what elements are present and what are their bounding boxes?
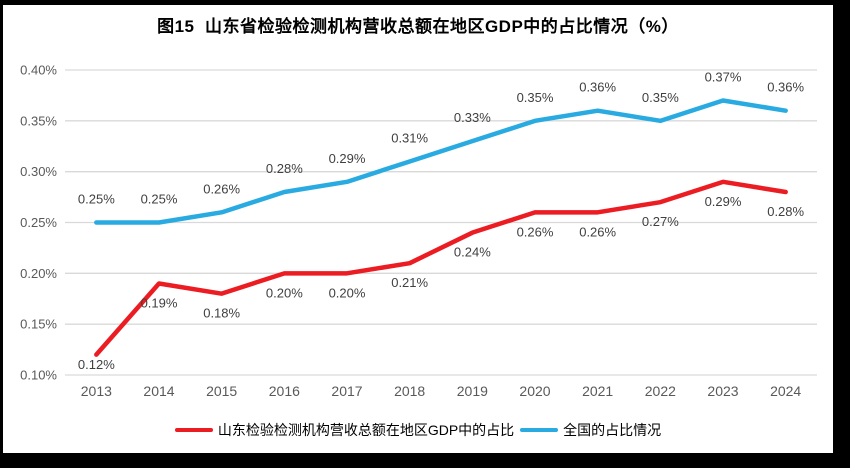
x-tick-label: 2022 — [645, 383, 676, 399]
legend-item-shandong: 山东检验检测机构营收总额在地区GDP中的占比 — [174, 420, 515, 440]
legend-label-national: 全国的占比情况 — [563, 422, 662, 438]
data-label-national: 0.37% — [705, 70, 742, 85]
y-tick-label: 0.40% — [20, 63, 57, 78]
data-label-shandong: 0.20% — [266, 285, 303, 300]
data-label-national: 0.36% — [579, 80, 616, 95]
legend-item-national: 全国的占比情况 — [520, 420, 661, 440]
data-label-shandong: 0.26% — [579, 224, 616, 239]
data-label-national: 0.29% — [329, 151, 366, 166]
line-chart: 0.10% 0.15% 0.20% 0.25% 0.30% 0.35% 0.40% 2013 2… — [20, 63, 817, 399]
x-tick-label: 2020 — [519, 383, 550, 399]
data-label-shandong: 0.19% — [141, 296, 178, 311]
data-label-national: 0.36% — [767, 80, 804, 95]
legend-label-shandong: 山东检验检测机构营收总额在地区GDP中的占比 — [217, 422, 515, 438]
series-line-national — [94, 98, 788, 225]
y-tick-label: 0.10% — [20, 368, 57, 383]
x-tick-label: 2021 — [582, 383, 613, 399]
data-label-national: 0.26% — [203, 181, 240, 196]
data-label-national: 0.33% — [454, 110, 491, 125]
data-label-national: 0.25% — [141, 192, 178, 207]
chart-legend: 山东检验检测机构营收总额在地区GDP中的占比 全国的占比情况 — [3, 419, 833, 441]
y-tick-label: 0.35% — [20, 113, 57, 128]
x-tick-label: 2013 — [81, 383, 112, 399]
x-tick-label: 2016 — [269, 383, 300, 399]
chart-title: 图15 山东省检验检测机构营收总额在地区GDP中的占比情况（%） — [157, 17, 679, 36]
x-tick-label: 2024 — [770, 383, 801, 399]
data-label-shandong: 0.20% — [329, 285, 366, 300]
data-label-shandong: 0.12% — [78, 357, 115, 372]
x-tick-label: 2014 — [143, 383, 174, 399]
x-tick-label: 2017 — [331, 383, 362, 399]
x-tick-label: 2023 — [707, 383, 738, 399]
data-label-shandong: 0.27% — [642, 214, 679, 229]
x-tick-label: 2018 — [394, 383, 425, 399]
blue-line-swatch — [520, 428, 559, 432]
y-tick-label: 0.30% — [20, 164, 57, 179]
chart-canvas: 图15 山东省检验检测机构营收总额在地区GDP中的占比情况（%） 0.10% 0.… — [3, 5, 833, 453]
red-line-swatch — [174, 428, 213, 432]
data-label-national: 0.25% — [78, 192, 115, 207]
x-tick-label: 2019 — [457, 383, 488, 399]
data-label-shandong: 0.26% — [517, 224, 554, 239]
data-label-national: 0.31% — [391, 131, 428, 146]
data-label-national: 0.28% — [266, 161, 303, 176]
data-label-shandong: 0.28% — [767, 204, 804, 219]
x-tick-label: 2015 — [206, 383, 237, 399]
series-line-shandong — [94, 179, 788, 357]
data-label-shandong: 0.29% — [705, 194, 742, 209]
data-label-national: 0.35% — [517, 90, 554, 105]
y-tick-label: 0.20% — [20, 266, 57, 281]
data-label-shandong: 0.21% — [391, 275, 428, 290]
y-tick-label: 0.25% — [20, 215, 57, 230]
data-label-shandong: 0.18% — [203, 306, 240, 321]
data-label-national: 0.35% — [642, 90, 679, 105]
y-tick-label: 0.15% — [20, 317, 57, 332]
data-label-shandong: 0.24% — [454, 245, 491, 260]
